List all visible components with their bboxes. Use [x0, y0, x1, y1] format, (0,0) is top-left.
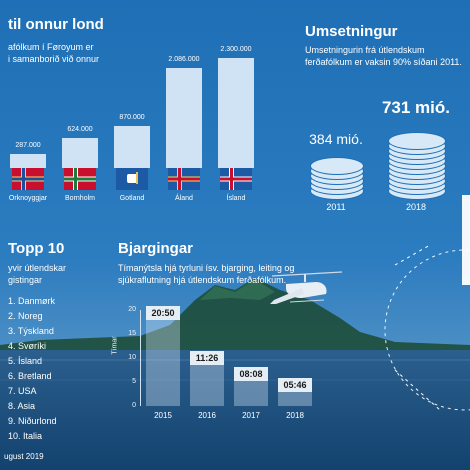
tick-label: 2018 [286, 411, 304, 420]
tick-label: 2011 [326, 202, 346, 212]
tick-label: 10 [128, 354, 136, 361]
flag-icon [64, 168, 96, 190]
flag-icon [220, 168, 252, 190]
bjargingar-subtitle-line: sjúkraflutning hjá útlendskum ferðafólku… [118, 275, 287, 285]
bar [10, 154, 46, 168]
tick-label: 2015 [154, 411, 172, 420]
flights-subtitle: afólkum í Føroyum er i samanborið við on… [8, 41, 99, 65]
bjargingar-subtitle-line: Tímanýtsla hjá tyrluni ísv. bjarging, le… [118, 263, 295, 273]
flights-chart: 287.000 Orknoyggjar 624.000 Bornholm 870.000… [0, 0, 270, 215]
topp-subtitle-line: gistingar [8, 275, 43, 285]
axis-label: Tímar [111, 336, 119, 355]
axis-line [140, 310, 141, 406]
bar-value-label: 870.000 [119, 114, 145, 122]
value-label: 731 mió. [381, 98, 451, 117]
tick-label: 15 [128, 330, 136, 337]
bar [146, 306, 180, 406]
bjargingar-title: Bjargingar [118, 240, 194, 257]
bar [62, 138, 98, 168]
bar-value-label: 2.086.000 [168, 56, 200, 64]
tick-label: 2016 [198, 411, 216, 420]
topp-title: Topp 10 [8, 240, 65, 257]
tick-label: 5 [132, 378, 136, 385]
tick-label: Bornholm [65, 195, 95, 202]
flights-subtitle-line: afólkum í Føroyum er [8, 42, 94, 52]
umsetningur-chart: 384 mió. 2011 731 mió. 2018 [290, 70, 470, 220]
bjargingar-subtitle: Tímanýtsla hjá tyrluni ísv. bjarging, le… [118, 262, 294, 286]
umsetningur-title: Umsetningur [305, 23, 398, 40]
list-item: 4. Svøríki [8, 341, 47, 351]
bar-value-label: 11:26 [190, 351, 224, 366]
bar-value-label: 624.000 [67, 126, 93, 134]
bar-value-label: 05:46 [278, 378, 312, 393]
list-item: 8. Asia [8, 401, 36, 411]
coin-stack-icon [388, 132, 446, 150]
tick-label: Gotland [119, 195, 145, 202]
coin-stack-icon [310, 157, 364, 175]
bar [166, 68, 202, 168]
value-label: 384 mió. [309, 131, 363, 147]
list-item: 5. Ísland [8, 356, 43, 366]
topp-subtitle: yvir útlendskar gistingar [8, 262, 66, 286]
list-item: 10. Italia [8, 431, 43, 441]
tick-label: 20 [128, 306, 136, 313]
bar-value-label: 08:08 [234, 366, 268, 381]
helicopter-icon [270, 271, 343, 304]
bar-value-label: 287.000 [15, 142, 41, 150]
flag-icon [116, 168, 148, 190]
tick-label: 2017 [242, 411, 260, 420]
tick-label: 0 [132, 402, 136, 409]
bar-value-label: 2.300.000 [220, 46, 252, 53]
list-item: 6. Bretland [8, 371, 52, 381]
umsetningur-subtitle-line: Umsetningurin frá útlendskum [305, 45, 425, 55]
umsetningur-subtitle-line: ferðafólkum er vaksin 90% síðani 2011. [305, 57, 462, 67]
bar [114, 126, 150, 168]
flag-icon [12, 168, 44, 190]
list-item: 3. Týskland [8, 326, 54, 336]
list-item: 7. USA [8, 386, 37, 396]
flights-subtitle-line: i samanborið við onnur [8, 54, 100, 64]
list-item: 1. Danmørk [8, 296, 56, 306]
topp-list: 1. Danmørk 2. Noreg 3. Týskland 4. Svøríki 5… [8, 294, 57, 444]
tick-label: Ísland [226, 195, 246, 202]
list-item: 9. Niðurlond [8, 416, 57, 426]
tick-label: Orknoyggjar [8, 195, 48, 202]
flights-title: til onnur lond [8, 16, 104, 33]
topp-subtitle-line: yvir útlendskar [8, 263, 67, 273]
bar-value-label: 20:50 [146, 306, 180, 321]
bar [218, 58, 254, 168]
bjargingar-chart: Tímar 0 5 10 15 20 20:50 2015 11:26 2016 08:08 2017… [110, 300, 330, 430]
tick-label: Áland [175, 195, 193, 202]
list-item: 2. Noreg [8, 311, 43, 321]
tick-label: 2018 [405, 202, 427, 212]
footer-date: ugust 2019 [4, 452, 44, 461]
umsetningur-subtitle: Umsetningurin frá útlendskum ferðafólkum… [305, 44, 462, 68]
flag-icon [168, 168, 200, 190]
